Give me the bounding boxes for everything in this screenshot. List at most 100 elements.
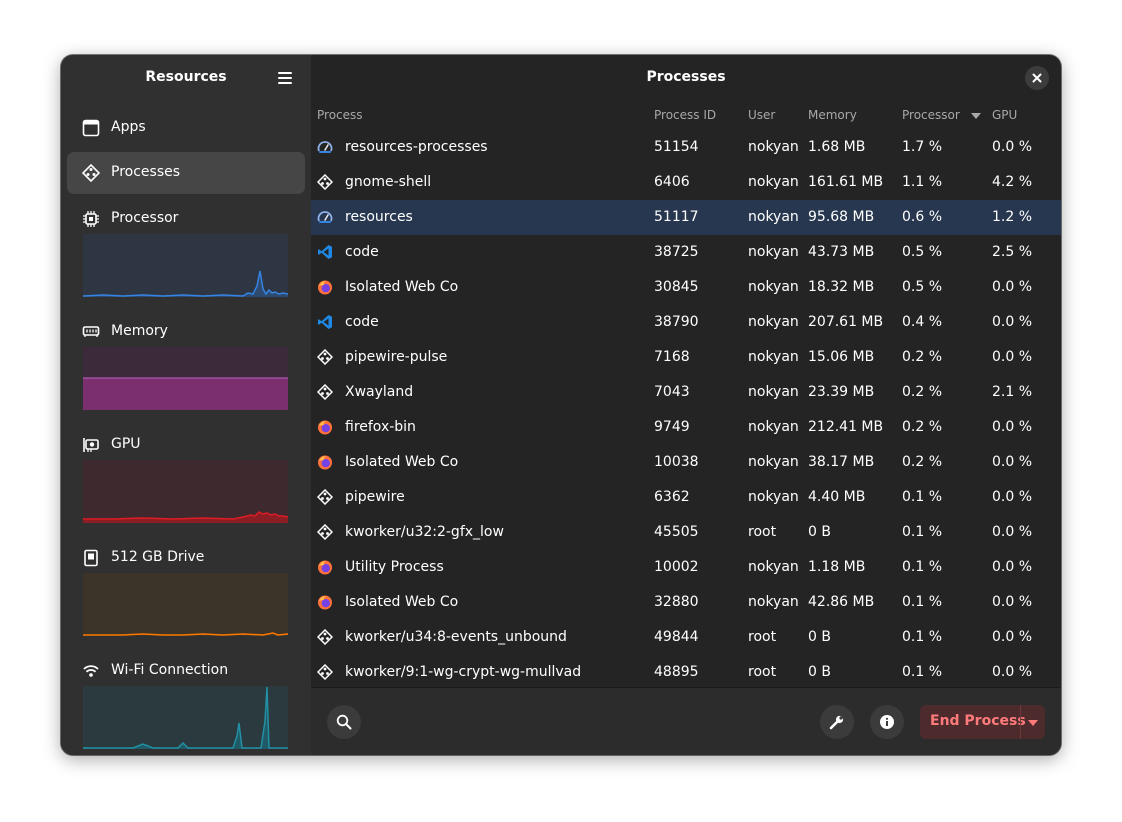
process-user: nokyan bbox=[748, 489, 799, 505]
table-row[interactable]: Utility Process 10002 nokyan 1.18 MB 0.1 % 0.… bbox=[311, 550, 1061, 585]
process-memory: 23.39 MB bbox=[808, 384, 875, 400]
process-user: nokyan bbox=[748, 349, 799, 365]
process-memory: 212.41 MB bbox=[808, 419, 884, 435]
column-header-label: Processor bbox=[902, 108, 960, 122]
table-row[interactable]: gnome-shell 6406 nokyan 161.61 MB 1.1 % 4.2 % bbox=[311, 165, 1061, 200]
sidebar-item-processes[interactable]: Processes bbox=[67, 152, 305, 194]
process-id: 38790 bbox=[654, 314, 699, 330]
process-user: nokyan bbox=[748, 594, 799, 610]
process-id: 7043 bbox=[654, 384, 690, 400]
drive-usage-graph bbox=[83, 573, 288, 636]
process-cpu: 0.6 % bbox=[902, 209, 943, 225]
process-id: 10002 bbox=[654, 559, 699, 575]
process-id: 6362 bbox=[654, 489, 690, 505]
table-row[interactable]: pipewire-pulse 7168 nokyan 15.06 MB 0.2 % 0.0… bbox=[311, 340, 1061, 375]
sort-descending-icon bbox=[970, 112, 981, 119]
sidebar-item-gpu[interactable]: GPU bbox=[67, 431, 305, 539]
end-process-dropdown[interactable] bbox=[1021, 705, 1045, 739]
process-name: Utility Process bbox=[345, 559, 444, 575]
process-cpu: 0.1 % bbox=[902, 594, 943, 610]
table-row[interactable]: kworker/u34:8-events_unbound 49844 root 0 B… bbox=[311, 620, 1061, 655]
column-header-user[interactable]: User bbox=[748, 108, 776, 122]
process-cpu: 0.4 % bbox=[902, 314, 943, 330]
wifi-icon bbox=[82, 662, 100, 680]
generic-process-icon bbox=[316, 663, 334, 681]
wrench-icon bbox=[829, 715, 844, 730]
process-id: 49844 bbox=[654, 629, 699, 645]
process-gpu: 0.0 % bbox=[992, 559, 1033, 575]
process-name: firefox-bin bbox=[345, 419, 416, 435]
process-cpu: 0.1 % bbox=[902, 559, 943, 575]
process-info-button[interactable] bbox=[870, 705, 904, 739]
table-row[interactable]: kworker/u32:2-gfx_low 45505 root 0 B 0.1 % 0.… bbox=[311, 515, 1061, 550]
process-options-button[interactable] bbox=[820, 705, 854, 739]
table-row[interactable]: firefox-bin 9749 nokyan 212.41 MB 0.2 % 0.0 % bbox=[311, 410, 1061, 445]
end-process-button[interactable]: End Process bbox=[920, 705, 1045, 739]
sidebar-item-drive[interactable]: 512 GB Drive bbox=[67, 544, 305, 652]
table-row[interactable]: resources 51117 nokyan 95.68 MB 0.6 % 1.2 % bbox=[311, 200, 1061, 235]
sidebar-item-apps[interactable]: Apps bbox=[67, 107, 305, 149]
sidebar-item-wifi[interactable]: Wi-Fi Connection bbox=[67, 657, 305, 755]
column-header-processor[interactable]: Processor bbox=[902, 108, 982, 122]
process-gpu: 0.0 % bbox=[992, 489, 1033, 505]
table-row[interactable]: Isolated Web Co 10038 nokyan 38.17 MB 0.2 % 0… bbox=[311, 445, 1061, 480]
table-row[interactable]: Isolated Web Co 32880 nokyan 42.86 MB 0.1 % 0… bbox=[311, 585, 1061, 620]
process-id: 10038 bbox=[654, 454, 699, 470]
process-name: kworker/9:1-wg-crypt-wg-mullvad bbox=[345, 664, 582, 680]
process-id: 38725 bbox=[654, 244, 699, 260]
process-user: nokyan bbox=[748, 384, 799, 400]
process-user: nokyan bbox=[748, 174, 799, 190]
process-user: nokyan bbox=[748, 279, 799, 295]
column-header-memory[interactable]: Memory bbox=[808, 108, 857, 122]
table-row[interactable]: code 38725 nokyan 43.73 MB 0.5 % 2.5 % bbox=[311, 235, 1061, 270]
process-user: nokyan bbox=[748, 419, 799, 435]
table-row[interactable]: kworker/9:1-wg-crypt-wg-mullvad 48895 root… bbox=[311, 655, 1061, 690]
sidebar-item-memory[interactable]: Memory bbox=[67, 318, 305, 426]
sidebar-item-label: Memory bbox=[111, 323, 168, 339]
process-gpu: 0.0 % bbox=[992, 419, 1033, 435]
table-row[interactable]: pipewire 6362 nokyan 4.40 MB 0.1 % 0.0 % bbox=[311, 480, 1061, 515]
process-cpu: 0.2 % bbox=[902, 349, 943, 365]
column-header-gpu[interactable]: GPU bbox=[992, 108, 1018, 122]
process-id: 45505 bbox=[654, 524, 699, 540]
process-memory: 43.73 MB bbox=[808, 244, 875, 260]
process-id: 51154 bbox=[654, 139, 699, 155]
sidebar-item-label: Apps bbox=[111, 119, 146, 135]
hamburger-menu-icon[interactable] bbox=[275, 69, 295, 87]
table-row[interactable]: code 38790 nokyan 207.61 MB 0.4 % 0.0 % bbox=[311, 305, 1061, 340]
sidebar-title: Resources bbox=[145, 69, 227, 85]
process-gpu: 0.0 % bbox=[992, 629, 1033, 645]
close-button[interactable] bbox=[1025, 66, 1049, 90]
memory-icon bbox=[82, 323, 100, 341]
process-name: resources bbox=[345, 209, 413, 225]
column-header-process[interactable]: Process bbox=[317, 108, 363, 122]
chevron-down-icon bbox=[1028, 720, 1038, 726]
process-cpu: 1.7 % bbox=[902, 139, 943, 155]
end-process-label: End Process bbox=[930, 713, 1026, 729]
info-icon bbox=[880, 715, 894, 729]
cpu-icon bbox=[82, 210, 100, 228]
vscode-icon bbox=[317, 244, 333, 260]
column-header-pid[interactable]: Process ID bbox=[654, 108, 717, 122]
process-name: pipewire bbox=[345, 489, 405, 505]
resources-icon bbox=[317, 139, 333, 155]
process-gpu: 1.2 % bbox=[992, 209, 1033, 225]
process-gpu: 4.2 % bbox=[992, 174, 1033, 190]
process-cpu: 0.1 % bbox=[902, 489, 943, 505]
generic-process-icon bbox=[316, 488, 334, 506]
process-cpu: 0.5 % bbox=[902, 244, 943, 260]
sidebar-item-processor[interactable]: Processor bbox=[67, 205, 305, 313]
table-row[interactable]: Isolated Web Co 30845 nokyan 18.32 MB 0.5 % 0… bbox=[311, 270, 1061, 305]
process-name: Isolated Web Co bbox=[345, 454, 459, 470]
process-cpu: 0.5 % bbox=[902, 279, 943, 295]
process-id: 6406 bbox=[654, 174, 690, 190]
sidebar-item-label: Processes bbox=[111, 164, 181, 180]
process-name: kworker/u34:8-events_unbound bbox=[345, 629, 567, 645]
process-memory: 15.06 MB bbox=[808, 349, 875, 365]
process-cpu: 0.1 % bbox=[902, 629, 943, 645]
search-button[interactable] bbox=[327, 705, 361, 739]
table-row[interactable]: resources-processes 51154 nokyan 1.68 MB 1.7… bbox=[311, 130, 1061, 165]
table-row[interactable]: Xwayland 7043 nokyan 23.39 MB 0.2 % 2.1 % bbox=[311, 375, 1061, 410]
process-id: 51117 bbox=[654, 209, 699, 225]
process-memory: 161.61 MB bbox=[808, 174, 884, 190]
